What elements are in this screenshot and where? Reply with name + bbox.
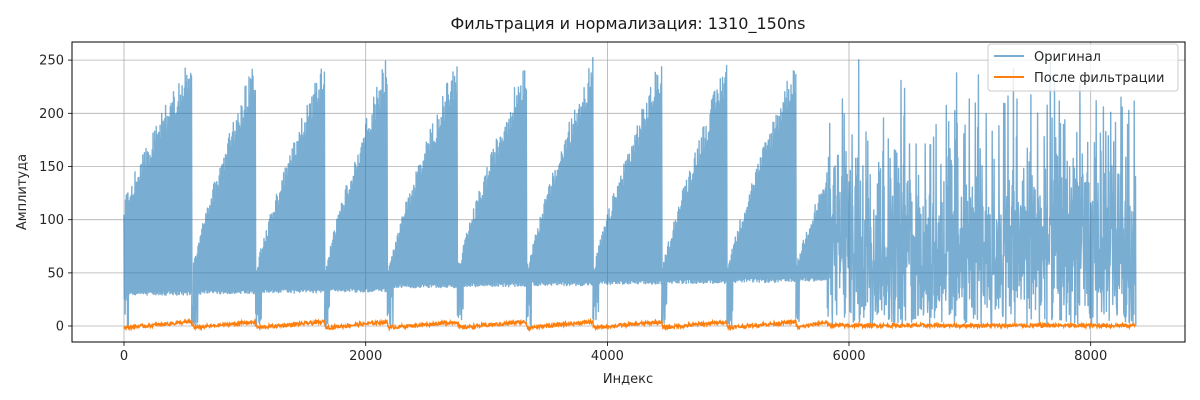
y-axis-ticks: 0 50 100 150 200 250: [39, 54, 72, 335]
x-axis-label: Индекс: [603, 372, 653, 387]
series-line-filtered: [123, 317, 1136, 333]
x-tick-label: 0: [120, 349, 128, 364]
legend-label-filtered: После фильтрации: [1034, 71, 1164, 86]
y-tick-label: 250: [39, 54, 64, 69]
x-tick-label: 4000: [591, 349, 624, 364]
y-tick-label: 50: [47, 266, 64, 281]
y-tick-label: 0: [56, 320, 64, 335]
y-axis-label: Амплитуда: [15, 154, 30, 230]
x-tick-label: 2000: [349, 349, 382, 364]
y-tick-label: 150: [39, 160, 64, 175]
y-tick-label: 100: [39, 213, 64, 228]
plot-frame: [71, 41, 1186, 343]
series-layer: [123, 56, 1137, 333]
legend: Оригинал После фильтрации: [987, 43, 1179, 92]
chart-title: Фильтрация и нормализация: 1310_150ns: [451, 14, 806, 34]
x-tick-label: 8000: [1074, 349, 1107, 364]
y-tick-label: 200: [39, 107, 64, 122]
legend-label-original: Оригинал: [1034, 50, 1101, 65]
x-tick-label: 6000: [832, 349, 865, 364]
series-line-original: [123, 56, 1137, 327]
legend-box: [987, 43, 1179, 92]
x-axis-ticks: 0 2000 4000 6000 8000: [120, 342, 1107, 364]
